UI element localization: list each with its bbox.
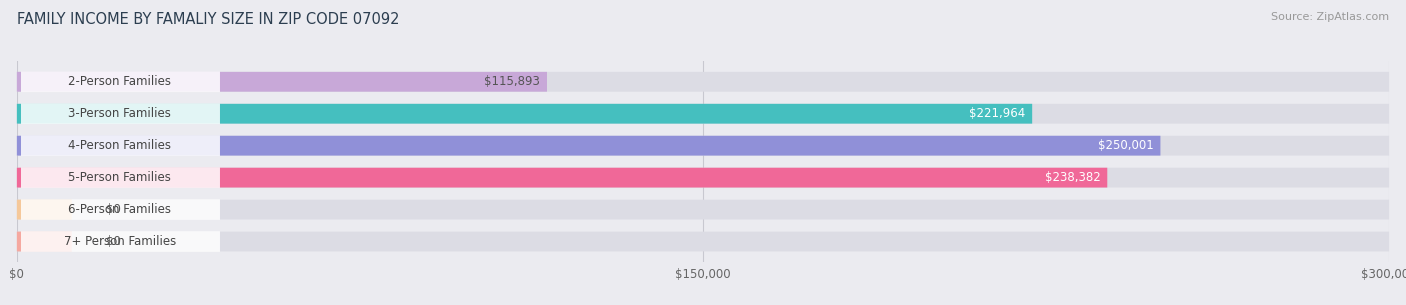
FancyBboxPatch shape xyxy=(21,167,219,188)
FancyBboxPatch shape xyxy=(21,103,219,124)
Text: $250,001: $250,001 xyxy=(1098,139,1153,152)
FancyBboxPatch shape xyxy=(17,104,1032,124)
FancyBboxPatch shape xyxy=(17,231,1389,251)
FancyBboxPatch shape xyxy=(17,104,1389,124)
FancyBboxPatch shape xyxy=(21,231,219,252)
FancyBboxPatch shape xyxy=(17,200,72,220)
Text: Source: ZipAtlas.com: Source: ZipAtlas.com xyxy=(1271,12,1389,22)
Text: $0: $0 xyxy=(105,235,121,248)
FancyBboxPatch shape xyxy=(17,72,1389,92)
Text: 5-Person Families: 5-Person Families xyxy=(69,171,172,184)
FancyBboxPatch shape xyxy=(21,135,219,156)
Text: $0: $0 xyxy=(105,203,121,216)
Text: $221,964: $221,964 xyxy=(969,107,1025,120)
FancyBboxPatch shape xyxy=(17,200,1389,220)
FancyBboxPatch shape xyxy=(17,231,72,251)
FancyBboxPatch shape xyxy=(17,72,547,92)
Text: $115,893: $115,893 xyxy=(484,75,540,88)
Text: FAMILY INCOME BY FAMALIY SIZE IN ZIP CODE 07092: FAMILY INCOME BY FAMALIY SIZE IN ZIP COD… xyxy=(17,12,399,27)
FancyBboxPatch shape xyxy=(17,136,1389,156)
FancyBboxPatch shape xyxy=(21,71,219,92)
Text: 7+ Person Families: 7+ Person Families xyxy=(63,235,176,248)
Text: 6-Person Families: 6-Person Families xyxy=(69,203,172,216)
Text: 3-Person Families: 3-Person Families xyxy=(69,107,172,120)
Text: 2-Person Families: 2-Person Families xyxy=(69,75,172,88)
FancyBboxPatch shape xyxy=(21,199,219,220)
FancyBboxPatch shape xyxy=(17,168,1389,188)
Text: 4-Person Families: 4-Person Families xyxy=(69,139,172,152)
Text: $238,382: $238,382 xyxy=(1045,171,1101,184)
FancyBboxPatch shape xyxy=(17,136,1160,156)
FancyBboxPatch shape xyxy=(17,168,1108,188)
